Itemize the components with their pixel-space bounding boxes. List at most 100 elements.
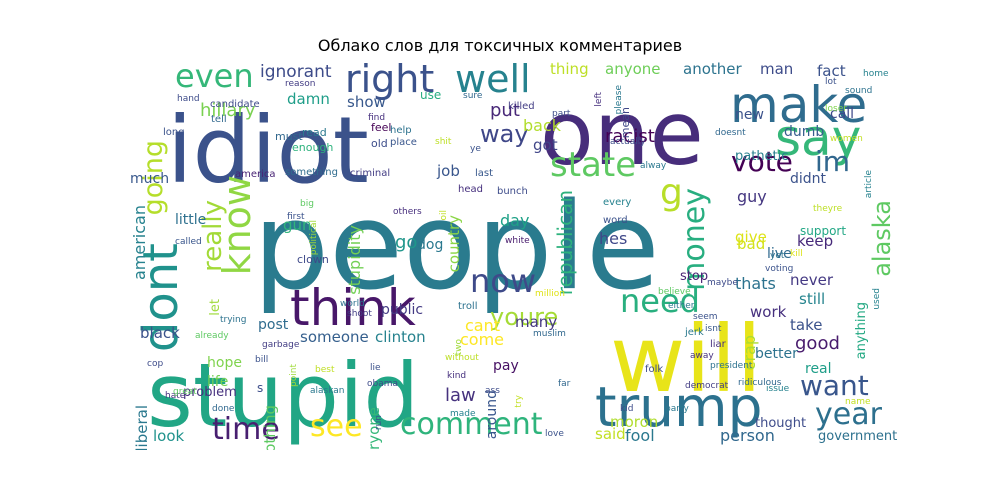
word-day: day (500, 211, 530, 230)
word-want: want (800, 369, 869, 402)
word-oil: oil (439, 210, 449, 221)
word-real: real (805, 361, 832, 377)
word-far: far (558, 379, 571, 389)
word-something: something (285, 167, 338, 178)
word-stupid: stupid (147, 344, 420, 447)
word-ye: ye (470, 144, 481, 154)
word-word: word (603, 215, 628, 226)
word-alaska: alaska (868, 200, 896, 277)
word-take: take (790, 316, 823, 334)
word-little: little (175, 212, 207, 228)
word-issue: issue (766, 384, 790, 394)
word-pathetic: pathetic (735, 149, 789, 164)
word-life: life (207, 374, 229, 390)
word-new: new (735, 107, 764, 123)
word-moron: moron (610, 413, 659, 431)
word-every: every (603, 197, 632, 208)
word-live: live (767, 246, 792, 262)
word-make: make (730, 76, 868, 134)
word-dog: dog (417, 237, 444, 253)
word-right: right (345, 60, 435, 101)
chart-title: Облако слов для токсичных комментариев (317, 36, 683, 55)
word-doesnt: doesnt (715, 128, 746, 138)
word-head: head (458, 184, 483, 195)
word-around: around (484, 390, 500, 440)
word-love: love (545, 429, 564, 439)
word-others: others (393, 207, 422, 217)
word-even: even (175, 60, 254, 95)
word-criminal: criminal (350, 168, 391, 179)
word-gun: gun (283, 216, 312, 234)
word-kind: kind (447, 371, 467, 381)
word-many: many (515, 313, 558, 331)
word-killed: killed (508, 101, 535, 112)
word-sound: sound (845, 86, 873, 96)
word-go: go (395, 232, 418, 253)
word-will: will (610, 306, 762, 413)
word-law: law (445, 385, 476, 406)
word-thing: thing (550, 60, 589, 78)
word-done: done (212, 404, 235, 414)
word-read: read (302, 126, 327, 139)
word-cop: cop (147, 359, 164, 369)
word-person: person (720, 426, 775, 445)
word-great: great (173, 387, 197, 397)
word-ridiculous: ridiculous (738, 378, 782, 388)
word-liberal: liberal (133, 405, 151, 450)
word-point: point (289, 364, 299, 387)
word-hand: hand (177, 94, 200, 104)
word-see: see (310, 409, 363, 444)
word-folk: folk (645, 364, 664, 375)
word-muslim: muslim (533, 329, 566, 339)
word-bill: bill (255, 355, 269, 365)
word-black: black (140, 324, 180, 342)
word-ignorant: ignorant (260, 62, 332, 82)
word-sure: sure (463, 91, 483, 101)
word-fool: fool (625, 426, 655, 445)
word-enough: enough (292, 141, 334, 154)
word-believe: believe (658, 287, 691, 297)
word-country: country (445, 215, 463, 273)
word-kill: kill (790, 249, 803, 259)
word-bad: bad (737, 235, 766, 253)
word-lie: lie (370, 363, 381, 373)
word-show: show (347, 93, 386, 111)
word-called: called (175, 237, 202, 247)
word-alway: alway (640, 161, 667, 171)
word-must: must (275, 130, 303, 143)
word-much: much (130, 171, 170, 187)
word-white: white (505, 236, 530, 246)
word-stupidity: stupidity (345, 225, 364, 295)
word-without: without (445, 353, 479, 363)
word-shoot: shoot (347, 309, 372, 319)
word-reason: reason (285, 79, 316, 89)
word-really: really (198, 200, 228, 272)
word-lot: lot (825, 77, 837, 87)
word-republican: republican (553, 190, 577, 296)
word-two: two (454, 339, 464, 356)
word-pay: pay (493, 358, 519, 374)
word-public: public (381, 302, 424, 318)
word-anyone: anyone (605, 60, 661, 78)
word-away: away (690, 351, 714, 361)
word-maybe: maybe (707, 278, 738, 288)
word-nothing: nothing (261, 405, 279, 450)
word-back: back (523, 116, 562, 135)
word-big: big (300, 199, 314, 209)
word-article: article (864, 170, 874, 199)
word-left: left (594, 92, 604, 107)
word-racist: racist (605, 126, 655, 147)
word-one: one (540, 82, 704, 185)
word-thought: thought (755, 416, 807, 431)
word-home: home (863, 69, 889, 79)
word-year: year (815, 397, 882, 432)
word-trying: trying (220, 315, 247, 325)
word-put: put (490, 100, 520, 121)
word-kid: kid (620, 404, 634, 414)
word-hillary: hillary (200, 100, 256, 121)
word-guy: guy (737, 187, 767, 206)
word-million: million (535, 289, 565, 299)
word-think: think (290, 279, 416, 337)
word-post: post (258, 317, 289, 333)
word-trump: trump (595, 375, 763, 439)
